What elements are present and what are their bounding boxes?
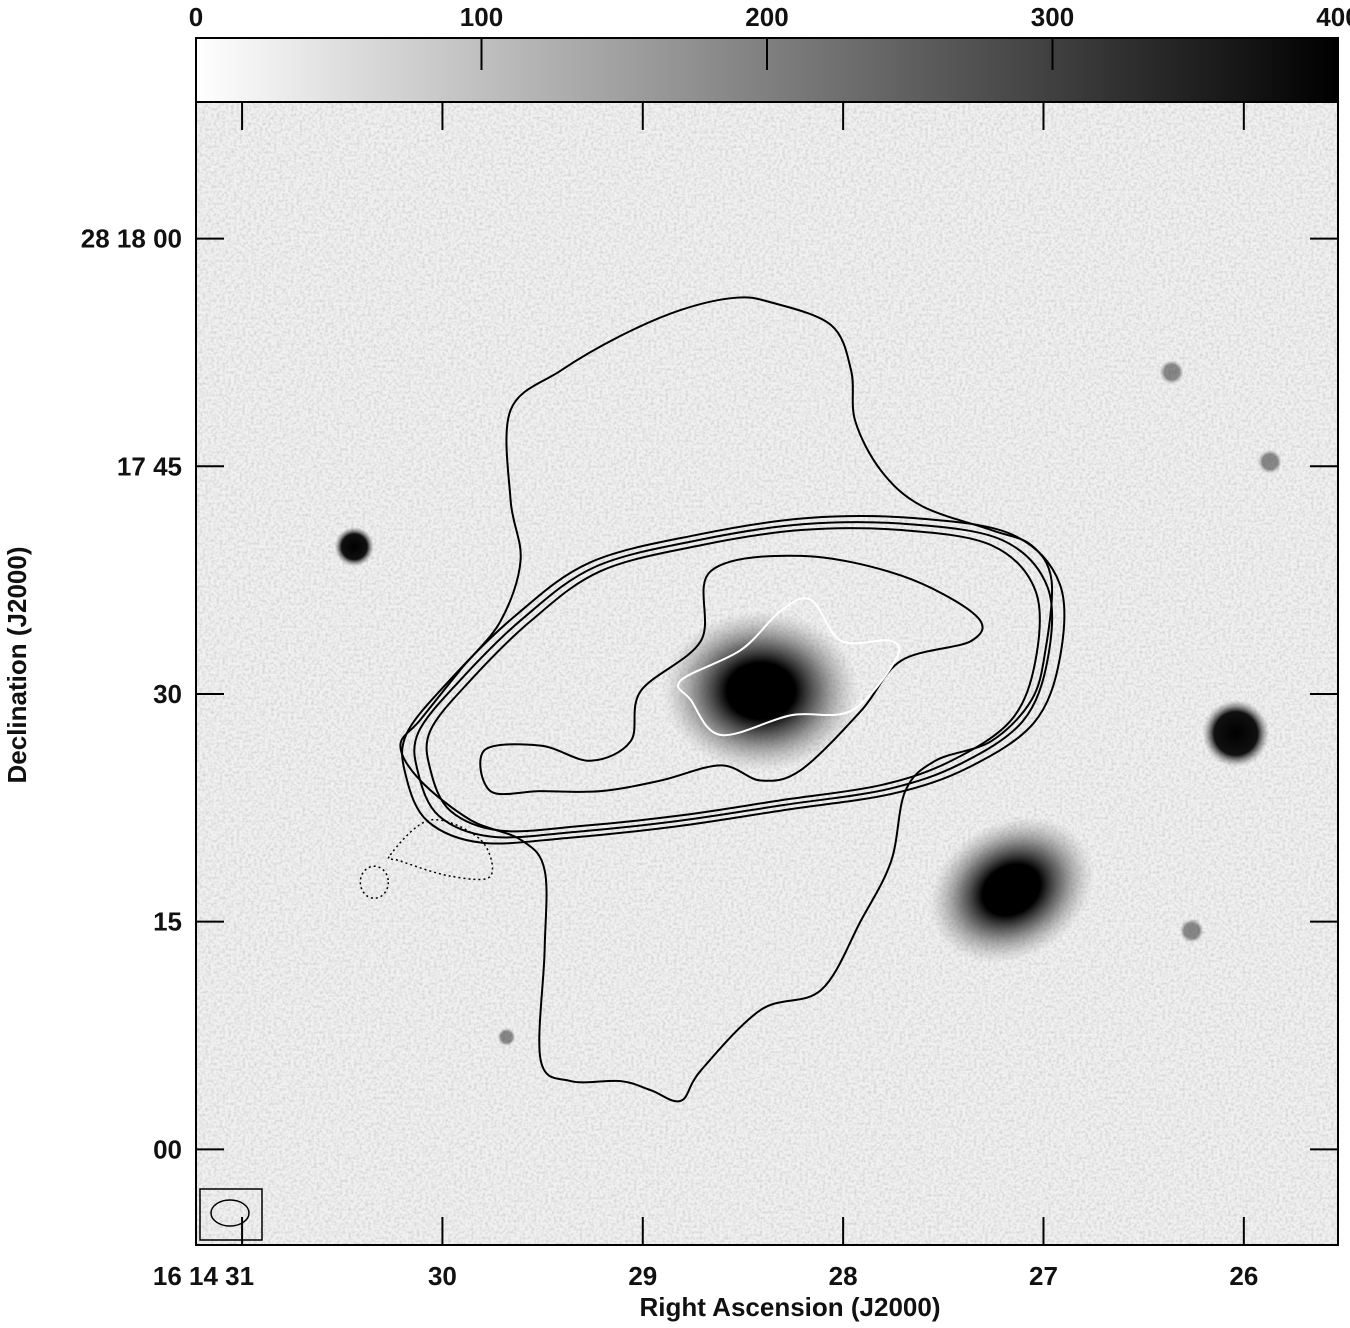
x-tick-label: 16 14 31 <box>153 1261 254 1291</box>
point-source <box>1257 449 1283 474</box>
y-tick-label: 00 <box>153 1134 182 1164</box>
x-tick-label: 26 <box>1229 1261 1258 1291</box>
point-source <box>497 1027 516 1047</box>
beam-ellipse <box>210 1199 250 1227</box>
plot-area: 16 14 31 30 29 28 27 26 28 18 00 17 45 30 15 00 <box>81 101 1339 1291</box>
x-tick-label: 30 <box>428 1261 457 1291</box>
colorbar-tick-label: 300 <box>1031 2 1074 32</box>
x-tick-label: 27 <box>1029 1261 1058 1291</box>
contour-lobe-nested <box>401 515 1066 845</box>
galaxy-source <box>929 816 1094 964</box>
colorbar-tick-label: 200 <box>745 2 788 32</box>
colorbar-tick-label: 0 <box>189 2 203 32</box>
y-tick-label: 28 18 00 <box>81 224 182 254</box>
x-tick-label: 28 <box>829 1261 858 1291</box>
central-galaxy <box>662 610 860 772</box>
contour-lobe <box>425 527 1041 833</box>
point-source <box>1159 360 1184 385</box>
point-source <box>1179 918 1204 943</box>
contour-inner <box>479 554 984 796</box>
contour-negative-small <box>359 865 390 899</box>
point-source <box>1202 700 1270 767</box>
contour-peak <box>676 597 901 737</box>
y-tick-label: 15 <box>153 907 182 937</box>
y-axis-label: Declination (J2000) <box>2 547 32 784</box>
point-source <box>334 527 375 567</box>
colorbar-tick-label: 400 <box>1316 2 1350 32</box>
contour-outer <box>399 296 1054 1103</box>
y-tick-label: 17 45 <box>117 451 182 481</box>
y-tick-label: 30 <box>153 679 182 709</box>
x-tick-label: 29 <box>628 1261 657 1291</box>
contour-lobe-nested <box>413 521 1054 839</box>
beam-box <box>199 1188 263 1241</box>
colorbar-tick-label: 100 <box>460 2 503 32</box>
x-axis-label: Right Ascension (J2000) <box>639 1292 940 1322</box>
colorbar: 0 100 200 300 400 <box>189 2 1350 103</box>
